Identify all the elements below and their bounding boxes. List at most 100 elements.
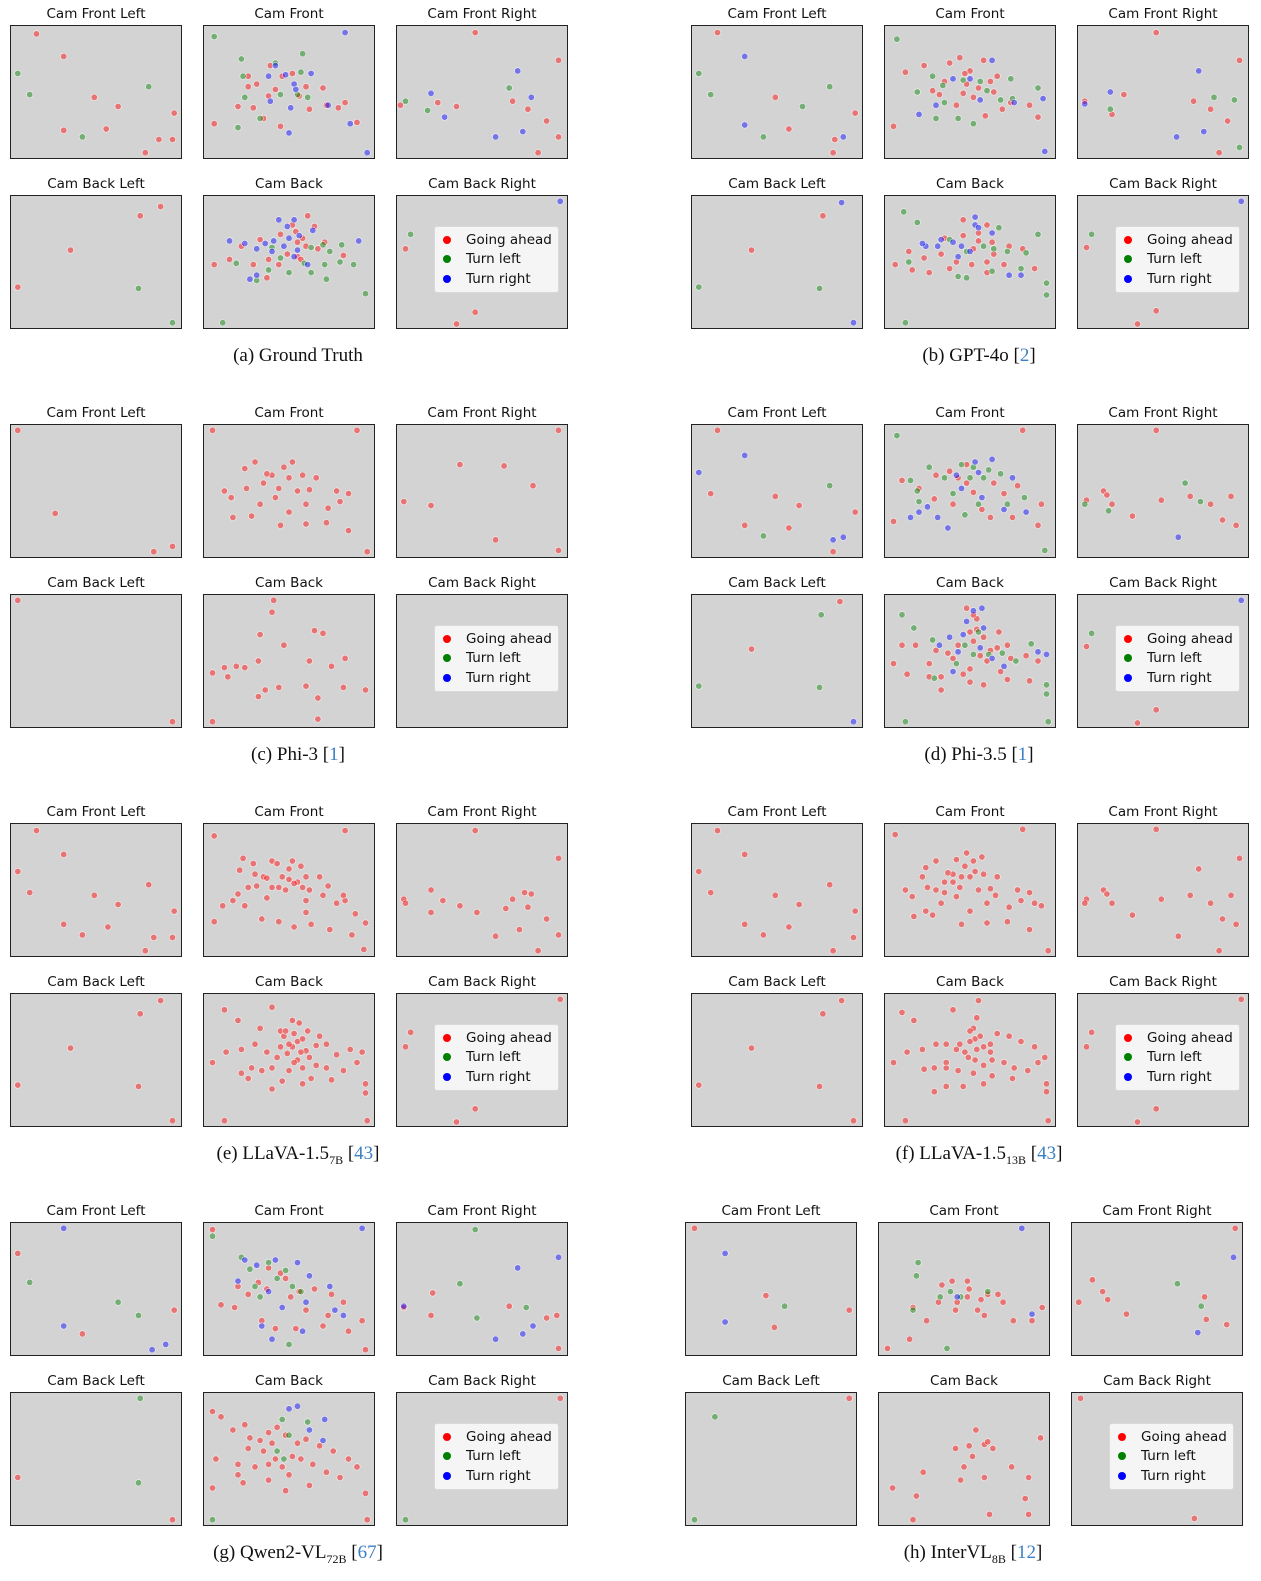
data-point-going-ahead: [275, 883, 283, 891]
data-point-turn-right: [60, 1224, 68, 1232]
data-point-going-ahead: [1236, 854, 1244, 862]
data-point-turn-left: [280, 1455, 288, 1463]
citation-link[interactable]: 1: [329, 744, 339, 765]
data-point-going-ahead: [278, 1463, 286, 1471]
data-point-going-ahead: [348, 931, 356, 939]
scatter-plot-area: [695, 426, 859, 556]
legend-marker: [443, 673, 451, 682]
data-point-going-ahead: [1021, 1495, 1029, 1503]
panel-caption: (f) LLaVA-1.513B [43]: [895, 1143, 1063, 1167]
data-point-going-ahead: [309, 1460, 317, 1468]
subplot-title: Cam Front Right: [1108, 6, 1218, 22]
scatter-plot-area: [14, 596, 177, 726]
data-point-turn-left: [695, 283, 703, 291]
data-point-going-ahead: [963, 1293, 971, 1301]
data-point-going-ahead: [762, 1292, 770, 1300]
data-point-turn-left: [913, 487, 921, 495]
legend-label: Going ahead: [466, 1029, 552, 1046]
scatter-axes: [10, 195, 182, 329]
data-point-going-ahead: [265, 255, 273, 263]
data-point-going-ahead: [305, 657, 313, 665]
data-point-going-ahead: [241, 664, 249, 672]
data-point-going-ahead: [258, 915, 266, 923]
subplot-title: Cam Back: [255, 974, 323, 990]
data-point-going-ahead: [324, 504, 332, 512]
data-point-going-ahead: [150, 934, 158, 942]
data-point-going-ahead: [889, 1484, 897, 1492]
data-point-going-ahead: [890, 122, 898, 130]
data-point-turn-left: [781, 1302, 789, 1310]
data-point-turn-left: [456, 1280, 464, 1288]
data-point-turn-right: [978, 604, 986, 612]
data-point-turn-left: [925, 463, 933, 471]
data-point-turn-left: [893, 432, 901, 440]
data-point-going-ahead: [994, 1290, 1002, 1298]
data-point-going-ahead: [845, 1306, 853, 1314]
subplot-title: Cam Back Left: [722, 1373, 820, 1389]
data-point-going-ahead: [66, 246, 74, 254]
data-point-going-ahead: [1043, 1080, 1051, 1088]
data-point-going-ahead: [975, 237, 983, 245]
legend-item-turn-left: Turn left: [443, 1048, 552, 1068]
data-point-going-ahead: [1014, 886, 1022, 894]
data-point-going-ahead: [259, 479, 267, 487]
data-point-going-ahead: [314, 694, 322, 702]
data-point-turn-right: [934, 513, 942, 521]
scatter-axes: [1077, 25, 1249, 159]
data-point-turn-left: [959, 76, 967, 84]
data-point-going-ahead: [1014, 482, 1022, 490]
data-point-going-ahead: [169, 136, 177, 144]
data-point-going-ahead: [850, 934, 858, 942]
data-point-going-ahead: [232, 662, 240, 670]
citation-link[interactable]: 2: [1019, 345, 1030, 366]
data-point-going-ahead: [427, 502, 435, 510]
citation-link[interactable]: 12: [1016, 1542, 1036, 1563]
legend-marker: [1124, 634, 1132, 643]
data-point-turn-right: [976, 644, 984, 652]
data-point-turn-left: [1020, 494, 1028, 502]
data-point-going-ahead: [940, 889, 948, 897]
data-point-going-ahead: [285, 474, 293, 482]
citation-link[interactable]: 1: [1017, 744, 1028, 765]
legend-label: Turn left: [466, 1049, 521, 1066]
data-point-going-ahead: [295, 1019, 303, 1027]
data-point-going-ahead: [986, 513, 994, 521]
data-point-going-ahead: [940, 878, 948, 886]
citation-link[interactable]: 43: [354, 1143, 374, 1164]
data-point-turn-left: [256, 114, 264, 122]
data-point-going-ahead: [14, 283, 22, 291]
data-point-going-ahead: [986, 646, 994, 654]
data-point-going-ahead: [170, 1306, 178, 1314]
scatter-axes: [884, 424, 1056, 558]
data-point-turn-left: [1034, 230, 1042, 238]
citation-link[interactable]: 67: [357, 1542, 377, 1563]
data-point-turn-left: [759, 532, 767, 540]
scatter-plot-area: [14, 997, 177, 1125]
data-point-turn-left: [936, 1293, 944, 1301]
data-point-going-ahead: [14, 426, 22, 434]
data-point-turn-left: [253, 277, 261, 285]
data-point-going-ahead: [1232, 521, 1240, 529]
data-point-turn-right: [949, 75, 957, 83]
data-point-going-ahead: [963, 604, 971, 612]
subplot-title: Cam Back Right: [428, 974, 536, 990]
data-point-going-ahead: [275, 918, 283, 926]
subplot-title: Cam Back Left: [47, 974, 145, 990]
data-point-going-ahead: [210, 120, 218, 128]
data-point-turn-left: [980, 474, 988, 482]
data-point-going-ahead: [906, 1335, 914, 1343]
data-point-going-ahead: [976, 1032, 984, 1040]
data-point-going-ahead: [966, 907, 974, 915]
data-point-going-ahead: [229, 513, 237, 521]
data-point-going-ahead: [1104, 1296, 1112, 1304]
scatter-plot-area: [1081, 825, 1244, 955]
data-point-turn-left: [297, 1288, 305, 1296]
data-point-going-ahead: [1237, 995, 1245, 1003]
data-point-going-ahead: [961, 69, 969, 77]
data-point-turn-right: [225, 237, 233, 245]
data-point-going-ahead: [1075, 1298, 1083, 1306]
citation-link[interactable]: 43: [1037, 1143, 1057, 1164]
data-point-going-ahead: [1227, 891, 1235, 899]
data-point-turn-left: [282, 1266, 290, 1274]
panel-caption: (g) Qwen2-VL72B [67]: [213, 1542, 383, 1566]
